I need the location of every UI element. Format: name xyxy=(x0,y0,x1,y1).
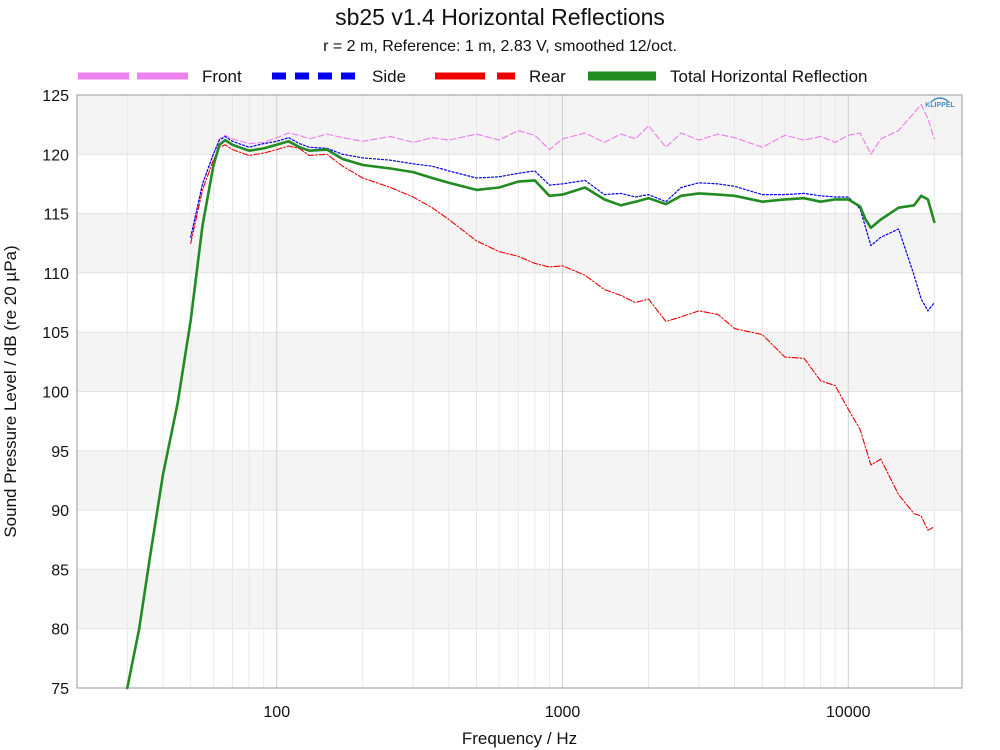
y-tick-label: 110 xyxy=(43,266,69,283)
y-tick-label: 90 xyxy=(51,503,69,520)
x-tick-label: 10000 xyxy=(826,704,871,721)
x-tick-label: 1000 xyxy=(545,704,581,721)
legend-label: Side xyxy=(372,67,406,86)
background-bands xyxy=(77,95,962,629)
y-tick-label: 105 xyxy=(42,325,69,342)
y-tick-label: 80 xyxy=(51,622,69,639)
chart-title: sb25 v1.4 Horizontal Reflections xyxy=(335,4,665,30)
y-axis-title: Sound Pressure Level / dB (re 20 µPa) xyxy=(1,245,20,537)
series-line-front xyxy=(190,103,935,238)
klippel-logo-arc xyxy=(930,97,950,103)
chart-subtitle: r = 2 m, Reference: 1 m, 2.83 V, smoothe… xyxy=(323,38,677,55)
grid-band xyxy=(77,95,962,155)
series-layer xyxy=(126,103,936,690)
legend: Front Side Rear Total Horizontal Reflection xyxy=(78,67,867,86)
legend-item: Rear xyxy=(435,67,566,86)
legend-item: Side xyxy=(272,67,406,86)
y-tick-label: 125 xyxy=(42,88,69,105)
grid-band xyxy=(77,569,962,629)
klippel-logo-text: KLIPPEL xyxy=(925,102,955,109)
klippel-logo: KLIPPEL xyxy=(925,97,956,109)
legend-item: Front xyxy=(78,67,242,86)
y-tick-label: 100 xyxy=(42,385,69,402)
x-axis-title: Frequency / Hz xyxy=(462,729,577,748)
y-tick-label: 120 xyxy=(42,147,69,164)
y-tick-label: 95 xyxy=(51,444,69,461)
plot-frame xyxy=(76,94,963,689)
series-line-total-horizontal-reflection xyxy=(126,138,936,690)
y-tick-labels: 75 80 85 90 95 100 105 110 115 120 125 xyxy=(42,88,69,698)
grid-band xyxy=(77,450,962,511)
grid-band xyxy=(77,213,962,273)
series-line-side xyxy=(190,135,935,312)
y-tick-label: 75 xyxy=(51,681,69,698)
x-tick-label: 100 xyxy=(263,704,290,721)
series-line-rear xyxy=(190,144,935,531)
legend-label: Total Horizontal Reflection xyxy=(670,67,867,86)
legend-item: Total Horizontal Reflection xyxy=(588,67,867,86)
x-tick-labels: 100 1000 10000 xyxy=(263,704,870,721)
legend-label: Rear xyxy=(529,67,566,86)
y-tick-label: 115 xyxy=(43,207,69,224)
y-tick-label: 85 xyxy=(51,562,69,579)
grid-band xyxy=(77,332,962,392)
legend-label: Front xyxy=(202,67,242,86)
